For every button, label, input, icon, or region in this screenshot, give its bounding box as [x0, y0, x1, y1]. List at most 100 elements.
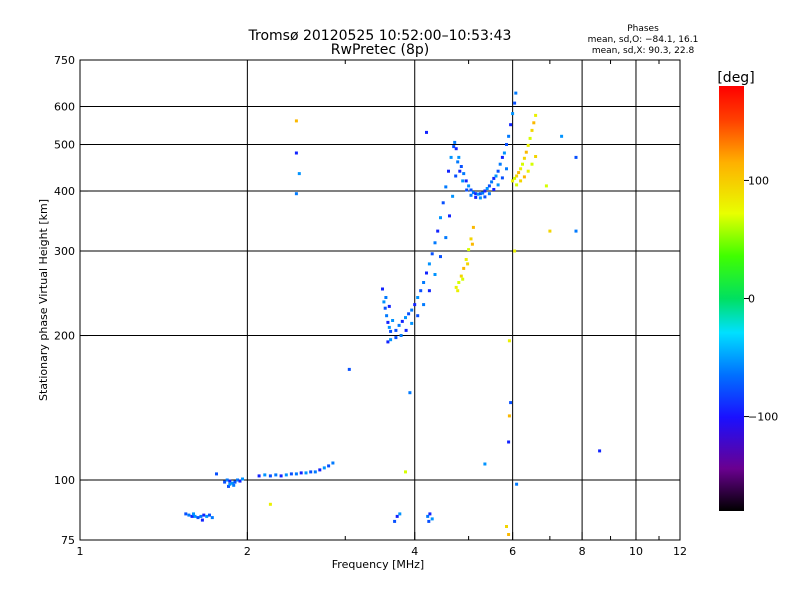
colorbar-tick-label: 0 — [748, 293, 755, 306]
o-mode-point — [449, 155, 453, 159]
o-mode-point — [458, 169, 462, 173]
o-mode-point — [494, 174, 498, 178]
o-mode-point — [192, 512, 195, 516]
x-mode-point — [522, 156, 526, 160]
o-mode-point — [427, 519, 431, 523]
o-mode-point — [500, 176, 504, 180]
o-mode-point — [294, 151, 298, 155]
o-mode-point — [404, 316, 407, 320]
o-mode-point — [574, 229, 578, 233]
x-mode-point — [522, 175, 526, 179]
o-mode-point — [461, 179, 465, 183]
o-mode-point — [404, 328, 408, 332]
colorbar-tick-label: −100 — [748, 411, 778, 424]
o-mode-point — [279, 474, 283, 478]
o-mode-point — [304, 471, 308, 475]
o-mode-point — [474, 195, 478, 199]
x-axis-ticks: 1 2 4 6 8 10 12 — [77, 60, 687, 558]
x-mode-point — [471, 225, 475, 229]
o-mode-point — [465, 188, 469, 192]
x-mode-point — [534, 155, 538, 158]
o-mode-point — [476, 192, 480, 196]
o-mode-point — [514, 91, 518, 95]
x-tick-label: 1 — [77, 545, 84, 558]
o-mode-point — [391, 319, 395, 322]
o-mode-point — [193, 514, 197, 518]
o-mode-point — [274, 473, 278, 477]
o-mode-point — [223, 480, 227, 484]
x-mode-point — [464, 258, 468, 261]
o-mode-point — [492, 188, 496, 191]
x-mode-point — [526, 169, 530, 173]
o-mode-point — [469, 193, 473, 197]
x-mode-point — [526, 143, 530, 147]
o-mode-point — [560, 134, 564, 138]
o-mode-point — [498, 162, 502, 166]
plot-frame — [79, 59, 681, 541]
o-mode-point — [386, 320, 390, 324]
o-mode-point — [464, 179, 468, 183]
o-mode-point — [444, 236, 448, 240]
x-mode-point — [517, 171, 521, 175]
o-mode-point — [487, 192, 491, 196]
o-mode-point — [230, 481, 234, 485]
o-mode-point — [318, 468, 322, 472]
o-mode-point — [502, 151, 506, 155]
x-mode-point — [467, 248, 471, 252]
o-mode-point — [425, 271, 428, 275]
o-mode-point — [284, 473, 288, 477]
o-mode-point — [408, 391, 412, 395]
o-mode-point — [505, 167, 508, 171]
o-mode-point — [426, 514, 430, 518]
o-mode-point — [413, 303, 417, 307]
o-mode-point — [505, 143, 508, 146]
o-mode-point — [507, 134, 511, 138]
o-mode-point — [430, 252, 434, 256]
o-mode-point — [433, 273, 437, 276]
y-axis-label: Stationary phase Virtual Height [km] — [37, 199, 50, 401]
y-tick-label: 750 — [54, 54, 75, 67]
o-mode-point — [456, 160, 460, 164]
o-mode-point — [457, 155, 461, 159]
o-mode-point — [448, 214, 451, 218]
o-mode-point — [433, 241, 437, 245]
o-mode-point — [397, 323, 401, 327]
o-mode-point — [398, 512, 402, 516]
o-mode-point — [478, 192, 482, 196]
o-mode-point — [399, 334, 403, 337]
o-mode-point — [441, 201, 445, 205]
o-mode-point — [453, 140, 457, 144]
o-mode-point — [394, 328, 398, 332]
o-mode-point — [238, 479, 242, 483]
x-mode-point — [548, 229, 552, 233]
o-mode-point — [490, 180, 494, 184]
o-mode-point — [500, 155, 504, 159]
o-mode-point — [309, 470, 313, 474]
o-mode-point — [389, 338, 393, 342]
x-tick-label: 4 — [411, 545, 418, 558]
x-mode-point — [456, 289, 460, 293]
o-mode-point — [232, 483, 236, 487]
phases-o-stats: mean, sd,O: −84.1, 16.1 — [588, 35, 699, 45]
o-mode-point — [196, 516, 200, 520]
o-mode-point — [462, 172, 466, 176]
grid-lines — [80, 60, 680, 540]
o-mode-point — [439, 216, 442, 220]
o-mode-point — [444, 185, 448, 189]
x-mode-point — [507, 339, 511, 343]
o-mode-point — [322, 466, 326, 470]
o-mode-point — [210, 516, 214, 520]
o-mode-point — [208, 513, 211, 517]
x-mode-point — [544, 184, 548, 188]
x-mode-point — [519, 179, 523, 183]
o-mode-point — [383, 306, 387, 310]
o-mode-point — [394, 336, 398, 340]
o-mode-point — [389, 329, 393, 333]
o-mode-point — [410, 308, 414, 312]
o-mode-point — [454, 147, 458, 151]
x-mode-point — [515, 174, 519, 178]
o-mode-point — [598, 449, 602, 453]
y-tick-label: 75 — [61, 534, 75, 547]
y-tick-label: 500 — [54, 139, 75, 152]
